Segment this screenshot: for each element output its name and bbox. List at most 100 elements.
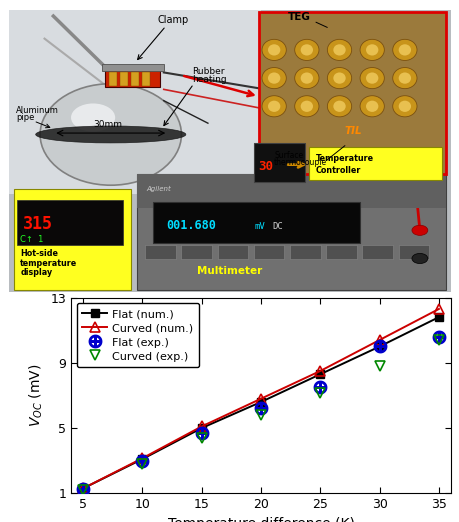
FancyBboxPatch shape bbox=[258, 12, 445, 174]
Text: 315: 315 bbox=[22, 215, 52, 233]
Text: Controller: Controller bbox=[315, 165, 361, 174]
FancyBboxPatch shape bbox=[137, 174, 445, 290]
Text: Rubber: Rubber bbox=[192, 67, 224, 76]
Circle shape bbox=[411, 225, 427, 235]
Text: temperature: temperature bbox=[20, 258, 77, 268]
Line: Curved (exp.): Curved (exp.) bbox=[78, 336, 442, 494]
Text: C↑  1: C↑ 1 bbox=[20, 234, 44, 244]
Ellipse shape bbox=[359, 96, 384, 117]
Curved (num.) bbox=[435, 306, 441, 312]
Ellipse shape bbox=[333, 44, 345, 55]
Flat (exp.) bbox=[317, 384, 322, 390]
Ellipse shape bbox=[268, 44, 280, 55]
FancyBboxPatch shape bbox=[9, 10, 450, 292]
Text: TEG: TEG bbox=[287, 13, 310, 22]
Text: heating: heating bbox=[192, 75, 227, 85]
Text: TIL: TIL bbox=[344, 126, 362, 136]
Line: Flat (num.): Flat (num.) bbox=[79, 313, 442, 492]
Ellipse shape bbox=[300, 73, 312, 84]
Ellipse shape bbox=[333, 73, 345, 84]
FancyBboxPatch shape bbox=[181, 245, 212, 259]
Ellipse shape bbox=[262, 39, 285, 61]
Ellipse shape bbox=[36, 126, 185, 143]
Curved (exp.) bbox=[199, 435, 204, 441]
Flat (num.) bbox=[376, 343, 381, 350]
FancyBboxPatch shape bbox=[105, 70, 160, 87]
Flat (exp.) bbox=[199, 430, 204, 436]
FancyBboxPatch shape bbox=[17, 200, 123, 245]
Flat (num.) bbox=[435, 314, 441, 320]
FancyBboxPatch shape bbox=[362, 245, 392, 259]
FancyBboxPatch shape bbox=[253, 245, 284, 259]
Ellipse shape bbox=[392, 67, 416, 89]
Text: (a): (a) bbox=[218, 312, 241, 327]
Text: DC: DC bbox=[271, 222, 282, 231]
Y-axis label: $V_{OC}$ (mV): $V_{OC}$ (mV) bbox=[28, 364, 45, 427]
Flat (exp.) bbox=[140, 457, 145, 464]
Curved (exp.) bbox=[80, 487, 86, 493]
FancyBboxPatch shape bbox=[119, 73, 127, 86]
Text: Agilent: Agilent bbox=[146, 186, 170, 192]
Circle shape bbox=[411, 253, 427, 264]
Ellipse shape bbox=[294, 67, 318, 89]
Ellipse shape bbox=[300, 44, 312, 55]
Curved (exp.) bbox=[140, 461, 145, 467]
Line: Flat (exp.): Flat (exp.) bbox=[77, 330, 444, 495]
FancyBboxPatch shape bbox=[254, 143, 304, 182]
Text: pipe: pipe bbox=[16, 113, 34, 122]
FancyBboxPatch shape bbox=[290, 245, 320, 259]
Text: Aluminum: Aluminum bbox=[16, 106, 59, 115]
Ellipse shape bbox=[327, 96, 351, 117]
FancyBboxPatch shape bbox=[130, 73, 138, 86]
Text: 30: 30 bbox=[257, 160, 272, 173]
FancyBboxPatch shape bbox=[325, 245, 356, 259]
FancyBboxPatch shape bbox=[145, 245, 175, 259]
FancyBboxPatch shape bbox=[398, 245, 428, 259]
FancyBboxPatch shape bbox=[9, 10, 260, 194]
Curved (num.) bbox=[317, 368, 322, 374]
Ellipse shape bbox=[327, 67, 351, 89]
Flat (num.) bbox=[199, 425, 204, 431]
FancyBboxPatch shape bbox=[152, 202, 359, 243]
Ellipse shape bbox=[359, 67, 384, 89]
FancyBboxPatch shape bbox=[217, 245, 247, 259]
X-axis label: Temperature difference (K): Temperature difference (K) bbox=[167, 517, 354, 522]
Ellipse shape bbox=[300, 101, 312, 112]
Flat (exp.) bbox=[80, 486, 86, 492]
Ellipse shape bbox=[398, 101, 410, 112]
Text: mV: mV bbox=[254, 222, 264, 231]
Ellipse shape bbox=[365, 101, 378, 112]
Flat (exp.) bbox=[435, 334, 441, 340]
FancyBboxPatch shape bbox=[141, 73, 149, 86]
Curved (exp.) bbox=[258, 412, 263, 418]
Curved (num.) bbox=[258, 396, 263, 402]
Text: display: display bbox=[20, 268, 52, 277]
Flat (exp.) bbox=[258, 405, 263, 411]
Curved (exp.) bbox=[317, 390, 322, 396]
Ellipse shape bbox=[398, 44, 410, 55]
Text: Surface: Surface bbox=[274, 151, 302, 160]
Ellipse shape bbox=[268, 101, 280, 112]
Text: 30mm: 30mm bbox=[93, 121, 122, 129]
Ellipse shape bbox=[40, 84, 181, 185]
Ellipse shape bbox=[365, 44, 378, 55]
Flat (exp.) bbox=[376, 343, 381, 350]
Line: Curved (num.): Curved (num.) bbox=[78, 304, 442, 493]
Ellipse shape bbox=[262, 96, 285, 117]
Curved (num.) bbox=[140, 455, 145, 461]
Ellipse shape bbox=[71, 103, 115, 132]
Flat (num.) bbox=[80, 485, 86, 492]
Ellipse shape bbox=[294, 96, 318, 117]
Curved (exp.) bbox=[435, 337, 441, 343]
Text: Hot-side: Hot-side bbox=[20, 248, 58, 258]
Text: 001.680: 001.680 bbox=[166, 219, 215, 232]
FancyBboxPatch shape bbox=[108, 73, 116, 86]
Ellipse shape bbox=[392, 39, 416, 61]
Ellipse shape bbox=[268, 73, 280, 84]
Flat (num.) bbox=[140, 456, 145, 462]
FancyBboxPatch shape bbox=[309, 147, 441, 180]
Text: Multimeter: Multimeter bbox=[197, 266, 262, 276]
Curved (num.) bbox=[80, 485, 86, 492]
Flat (num.) bbox=[317, 371, 322, 377]
Ellipse shape bbox=[398, 73, 410, 84]
